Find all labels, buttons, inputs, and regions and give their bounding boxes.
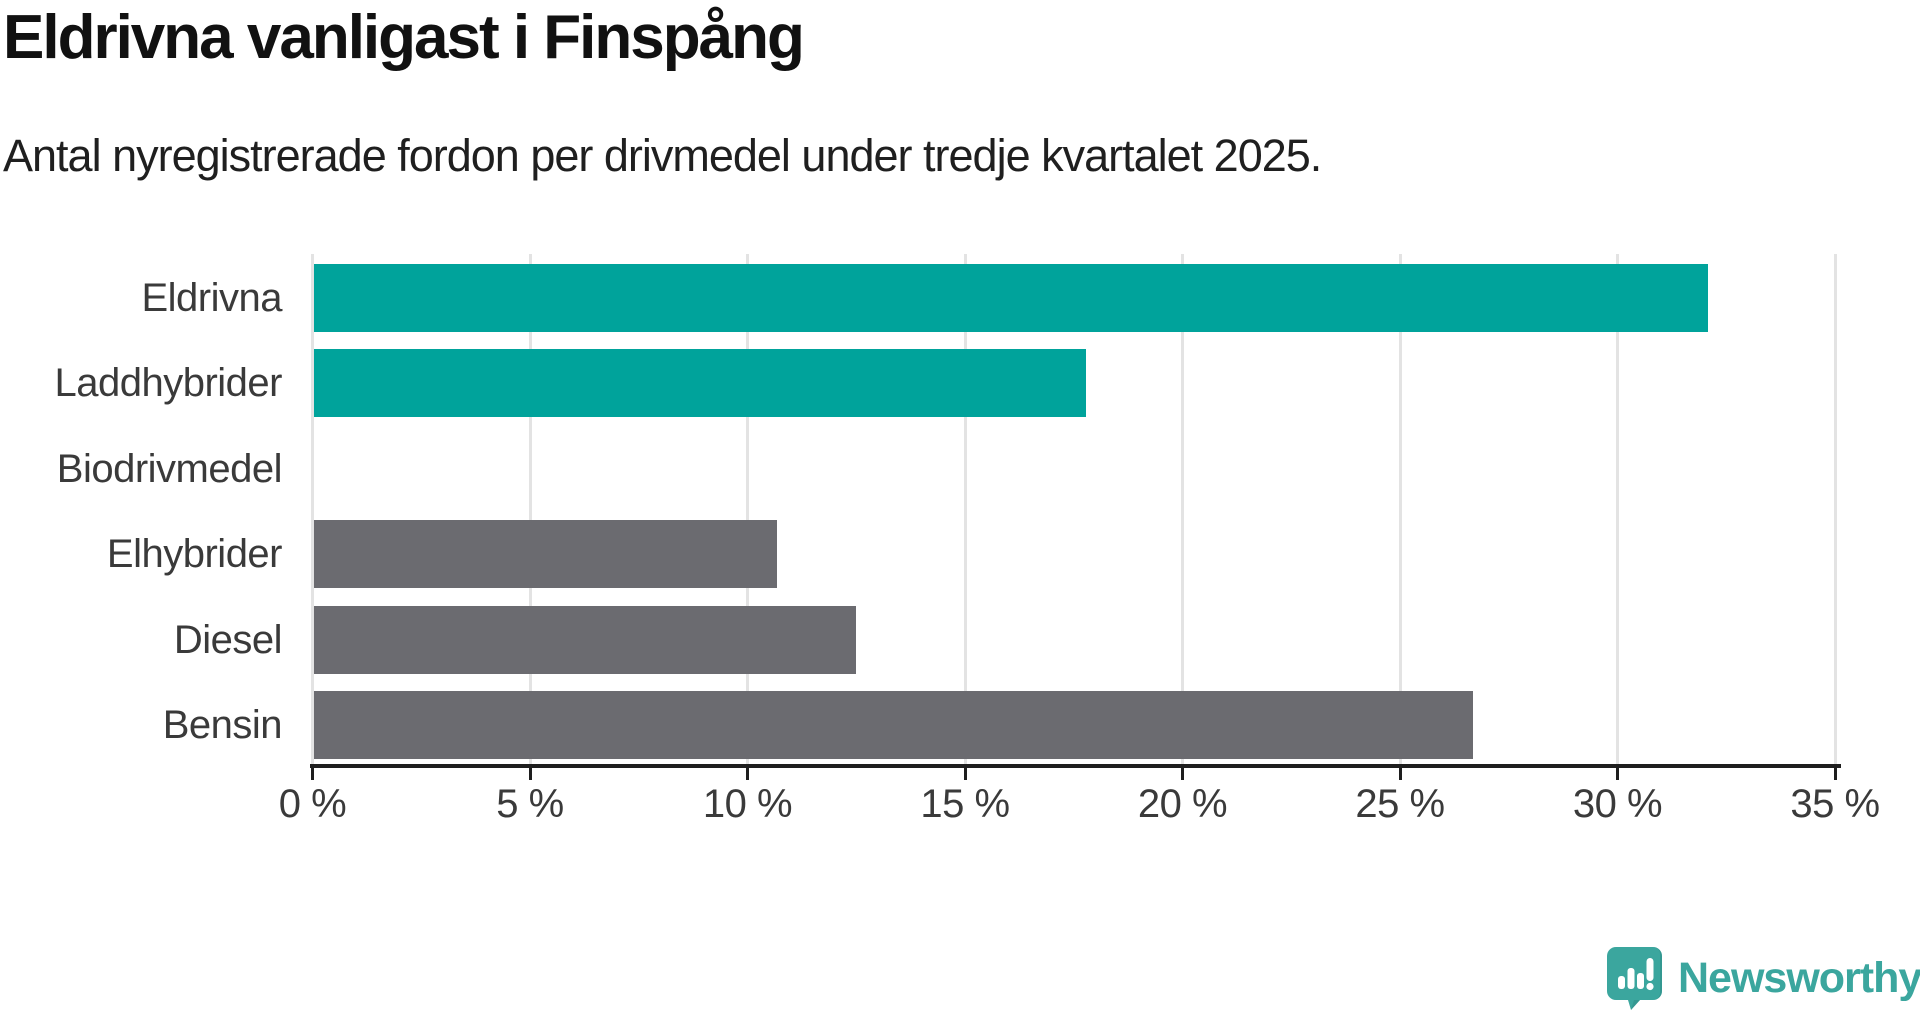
newsworthy-logo-icon (1607, 947, 1662, 1010)
x-tick-10pct (746, 768, 749, 780)
bar-eldrivna (314, 264, 1708, 332)
category-label-elhybrider: Elhybrider (106, 531, 283, 576)
x-tick-label-15pct: 15 % (920, 782, 1010, 826)
bar-bensin (314, 691, 1473, 759)
gridline-30pct (1616, 254, 1619, 764)
x-tick-label-0pct: 0 % (278, 782, 347, 826)
x-tick-25pct (1398, 768, 1402, 780)
x-tick-0pct (311, 768, 314, 780)
logo-bar-tall (1627, 968, 1635, 989)
x-tick-label-20pct: 20 % (1137, 782, 1228, 826)
newsworthy-logo-text: Newsworthy (1678, 954, 1920, 1002)
logo-exclamation-dot (1646, 982, 1654, 991)
category-label-laddhybrider: Laddhybrider (54, 360, 283, 405)
gridline-10pct (746, 254, 749, 764)
gridline-35pct (1833, 254, 1837, 764)
x-tick-20pct (1181, 768, 1184, 780)
category-label-bensin: Bensin (162, 702, 283, 747)
x-tick-30pct (1616, 768, 1619, 780)
category-label-biodrivmedel: Biodrivmedel (56, 446, 283, 491)
x-tick-15pct (963, 768, 967, 780)
newsworthy-logo: Newsworthy (1606, 946, 1920, 1010)
gridline-15pct (963, 254, 967, 764)
chart-subtitle: Antal nyregistrerade fordon per drivmede… (3, 130, 1322, 181)
x-tick-label-5pct: 5 % (496, 782, 564, 826)
bar-laddhybrider (314, 349, 1086, 417)
gridline-20pct (1181, 254, 1184, 764)
category-label-eldrivna: Eldrivna (141, 275, 282, 320)
x-tick-label-30pct: 30 % (1572, 782, 1663, 826)
bar-elhybrider (314, 520, 777, 588)
x-tick-label-25pct: 25 % (1355, 782, 1445, 826)
x-tick-label-10pct: 10 % (702, 782, 793, 826)
logo-bar-short (1618, 976, 1625, 989)
logo-exclamation-stem (1646, 958, 1654, 981)
gridline-25pct (1398, 254, 1402, 764)
category-label-diesel: Diesel (173, 617, 283, 662)
chart-title: Eldrivna vanligast i Finspång (3, 3, 805, 72)
x-tick-5pct (528, 768, 532, 780)
gridline-5pct (528, 254, 532, 764)
x-tick-35pct (1833, 768, 1837, 780)
x-axis-line (309, 764, 1841, 768)
logo-bar-mid (1637, 973, 1644, 989)
x-tick-label-35pct: 35 % (1790, 782, 1880, 826)
bar-diesel (314, 606, 856, 674)
gridline-0pct (311, 254, 314, 764)
